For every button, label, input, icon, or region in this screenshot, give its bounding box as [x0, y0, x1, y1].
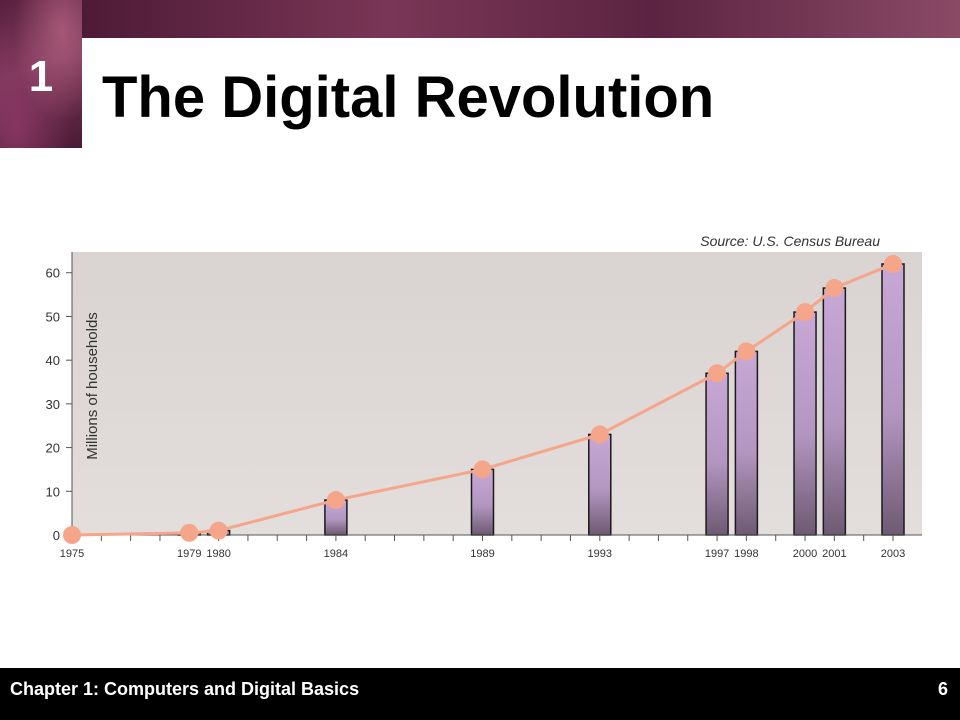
header-bar [82, 0, 960, 38]
data-point [708, 364, 727, 383]
y-tick-label: 40 [46, 353, 60, 368]
chart-source: Source: U.S. Census Bureau [700, 233, 880, 249]
x-tick-label: 1998 [734, 548, 758, 560]
data-point [473, 460, 492, 479]
data-point [825, 279, 844, 298]
slide-title: The Digital Revolution [102, 65, 715, 130]
data-point [180, 523, 199, 542]
y-tick-label: 60 [46, 266, 60, 281]
x-tick-label: 1997 [705, 548, 729, 560]
data-point [209, 521, 228, 540]
footer-bar: Chapter 1: Computers and Digital Basics … [0, 668, 960, 720]
data-point [737, 342, 756, 361]
households-chart: 0 10 20 30 40 50 60 1975 1979 1980 1984 1989 1993 199… [46, 233, 922, 560]
x-tick-label: 1975 [60, 548, 84, 560]
x-tick-label: 1993 [588, 548, 612, 560]
x-tick-label: 2003 [881, 548, 905, 560]
y-tick-label: 0 [53, 528, 60, 543]
data-point [590, 425, 609, 444]
y-tick-label: 20 [46, 441, 60, 456]
bar [588, 433, 612, 536]
y-axis-label: Millions of households [84, 312, 101, 460]
y-tick-label: 30 [46, 397, 60, 412]
data-point [796, 303, 815, 322]
plot-area [72, 252, 922, 535]
data-point [884, 255, 902, 273]
x-tick-label: 2000 [793, 548, 817, 560]
chapter-badge: 1 [0, 0, 82, 148]
y-tick-label: 10 [46, 484, 60, 499]
bar [881, 263, 905, 536]
bar [793, 311, 817, 536]
bar [705, 372, 729, 536]
x-tick-label: 1984 [324, 548, 348, 560]
x-tick-label: 1989 [470, 548, 494, 560]
bar [734, 350, 759, 536]
x-tick-label: 2001 [822, 548, 846, 560]
x-tick-label: 1980 [206, 548, 230, 560]
page-number: 6 [937, 679, 948, 699]
bar [470, 468, 495, 536]
bar [822, 287, 847, 536]
chapter-number: 1 [28, 52, 54, 101]
data-point [326, 491, 345, 510]
x-tick-label: 1979 [177, 548, 201, 560]
footer-chapter-title: Chapter 1: Computers and Digital Basics [10, 679, 360, 699]
y-tick-label: 50 [46, 309, 60, 324]
data-point [63, 526, 81, 544]
